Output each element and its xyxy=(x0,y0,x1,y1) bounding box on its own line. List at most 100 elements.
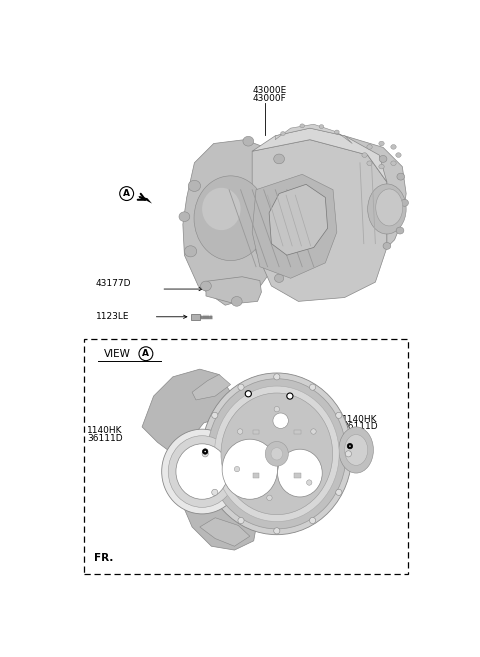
Polygon shape xyxy=(142,369,258,550)
Ellipse shape xyxy=(212,489,218,495)
Ellipse shape xyxy=(336,412,342,419)
Text: 1123LE: 1123LE xyxy=(96,312,129,321)
Ellipse shape xyxy=(379,141,384,146)
Ellipse shape xyxy=(168,436,236,507)
Text: 1140HJ: 1140HJ xyxy=(252,386,285,394)
Ellipse shape xyxy=(179,212,190,221)
Ellipse shape xyxy=(221,393,333,514)
Ellipse shape xyxy=(273,413,288,428)
Ellipse shape xyxy=(234,466,240,472)
Ellipse shape xyxy=(391,161,396,166)
Polygon shape xyxy=(192,374,230,400)
Ellipse shape xyxy=(274,154,285,164)
Ellipse shape xyxy=(265,442,288,466)
Ellipse shape xyxy=(383,242,391,250)
Ellipse shape xyxy=(204,451,206,452)
Ellipse shape xyxy=(176,444,228,499)
FancyBboxPatch shape xyxy=(191,313,200,320)
Ellipse shape xyxy=(401,199,408,206)
Ellipse shape xyxy=(396,153,401,158)
Polygon shape xyxy=(183,140,291,306)
Ellipse shape xyxy=(231,296,242,306)
Ellipse shape xyxy=(367,145,372,149)
Ellipse shape xyxy=(188,180,201,191)
Ellipse shape xyxy=(184,246,197,257)
Polygon shape xyxy=(200,518,250,546)
Text: FR.: FR. xyxy=(94,553,113,563)
Ellipse shape xyxy=(201,281,211,291)
Text: 1140HK: 1140HK xyxy=(342,415,378,424)
Ellipse shape xyxy=(271,447,283,460)
Ellipse shape xyxy=(379,164,384,169)
Text: 43177D: 43177D xyxy=(96,279,132,288)
Ellipse shape xyxy=(222,439,277,499)
FancyBboxPatch shape xyxy=(253,430,259,434)
Ellipse shape xyxy=(267,495,272,501)
Ellipse shape xyxy=(349,445,351,447)
Ellipse shape xyxy=(345,434,368,465)
Ellipse shape xyxy=(391,145,396,149)
Polygon shape xyxy=(252,140,387,302)
Ellipse shape xyxy=(287,393,293,399)
Text: 36111D: 36111D xyxy=(87,434,123,443)
Ellipse shape xyxy=(397,173,405,180)
Ellipse shape xyxy=(307,480,312,486)
Polygon shape xyxy=(206,277,262,304)
Ellipse shape xyxy=(311,429,316,434)
Ellipse shape xyxy=(362,153,367,158)
Ellipse shape xyxy=(274,528,280,534)
Ellipse shape xyxy=(376,189,403,226)
Polygon shape xyxy=(114,553,123,562)
Ellipse shape xyxy=(215,386,339,522)
Ellipse shape xyxy=(274,407,279,412)
Polygon shape xyxy=(137,196,152,204)
Text: 1140HK: 1140HK xyxy=(87,426,123,435)
Ellipse shape xyxy=(238,518,244,524)
Ellipse shape xyxy=(300,124,304,127)
Ellipse shape xyxy=(286,201,295,210)
Ellipse shape xyxy=(310,518,316,524)
Polygon shape xyxy=(252,128,387,182)
Ellipse shape xyxy=(203,449,208,454)
Text: A: A xyxy=(123,189,130,198)
Ellipse shape xyxy=(238,384,244,390)
Ellipse shape xyxy=(277,449,322,497)
Polygon shape xyxy=(252,174,337,279)
Ellipse shape xyxy=(202,451,208,457)
Text: VIEW: VIEW xyxy=(104,349,131,359)
Ellipse shape xyxy=(162,429,242,514)
FancyBboxPatch shape xyxy=(294,430,300,434)
Ellipse shape xyxy=(281,131,285,135)
Ellipse shape xyxy=(339,427,373,473)
Ellipse shape xyxy=(345,451,351,457)
Ellipse shape xyxy=(335,130,339,134)
Text: 1140HJ: 1140HJ xyxy=(191,397,223,406)
Ellipse shape xyxy=(245,391,252,397)
Text: 43000F: 43000F xyxy=(252,95,286,103)
Text: A: A xyxy=(143,350,149,358)
Text: 43000E: 43000E xyxy=(252,86,287,95)
Ellipse shape xyxy=(367,161,372,166)
Ellipse shape xyxy=(368,184,406,234)
Ellipse shape xyxy=(207,378,346,529)
FancyBboxPatch shape xyxy=(253,473,259,478)
Ellipse shape xyxy=(274,374,280,380)
Ellipse shape xyxy=(396,227,404,234)
Ellipse shape xyxy=(336,489,342,495)
Text: 36111D: 36111D xyxy=(342,422,378,432)
Ellipse shape xyxy=(202,188,240,230)
Ellipse shape xyxy=(379,156,387,162)
FancyBboxPatch shape xyxy=(294,473,300,478)
Ellipse shape xyxy=(194,176,267,261)
Polygon shape xyxy=(345,136,406,248)
Ellipse shape xyxy=(243,137,254,146)
Ellipse shape xyxy=(212,412,218,419)
Ellipse shape xyxy=(319,125,324,129)
Ellipse shape xyxy=(347,443,353,449)
Ellipse shape xyxy=(238,429,243,434)
Polygon shape xyxy=(269,185,328,255)
Ellipse shape xyxy=(275,274,284,283)
Ellipse shape xyxy=(202,373,352,535)
Polygon shape xyxy=(275,124,352,143)
Ellipse shape xyxy=(310,384,316,390)
